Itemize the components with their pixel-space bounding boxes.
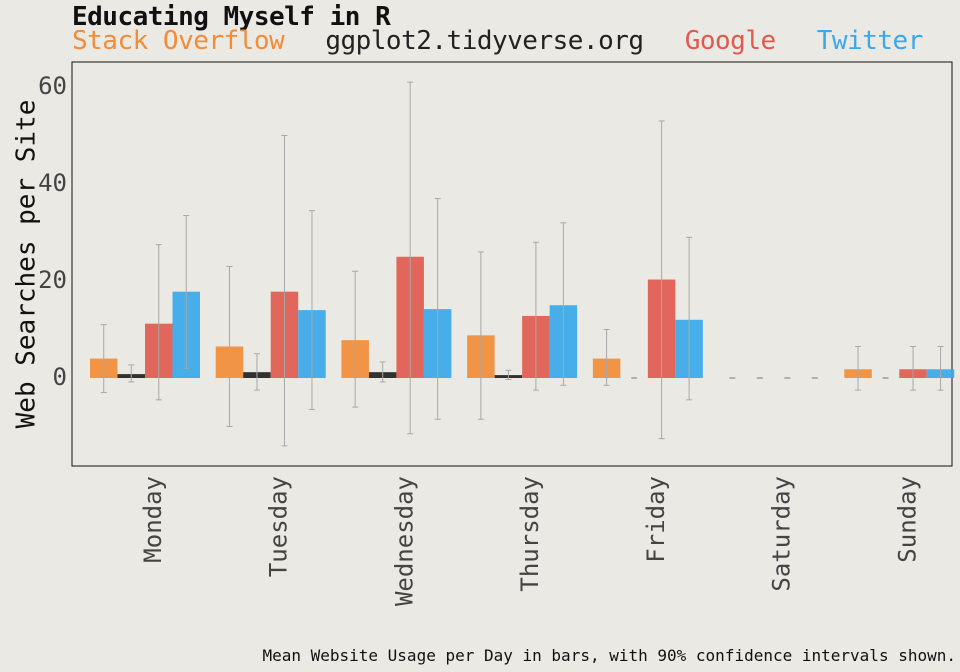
legend-item-ggplot2: ggplot2.tidyverse.org [325, 26, 644, 56]
legend-item-google: Google [684, 26, 776, 56]
y-tick-label: 40 [38, 169, 67, 197]
chart-marks: Monday Tuesday Wednesday Thursday Friday Satu… [38, 72, 955, 606]
chart-title: Educating Myself in R [72, 2, 391, 32]
x-tick-label: Wednesday [390, 476, 418, 606]
legend: Stack Overflow ggplot2.tidyverse.org Goo… [72, 26, 949, 56]
legend-item-twitter: Twitter [816, 26, 924, 56]
x-tick-label: Tuesday [265, 476, 293, 577]
x-tick-label: Sunday [893, 476, 921, 563]
plot-panel [71, 61, 953, 467]
chart-caption: Mean Website Usage per Day in bars, with… [262, 646, 956, 665]
x-tick-label: Monday [139, 476, 167, 563]
y-tick-label: 60 [38, 72, 67, 100]
y-axis-label: Web Searches per Site [12, 100, 42, 429]
x-tick-label: Thursday [516, 476, 544, 592]
y-tick-label: 0 [53, 363, 67, 391]
legend-item-stack-overflow: Stack Overflow [72, 26, 285, 56]
x-tick-label: Saturday [768, 476, 796, 592]
y-tick-label: 20 [38, 266, 67, 294]
x-tick-label: Friday [642, 476, 670, 563]
